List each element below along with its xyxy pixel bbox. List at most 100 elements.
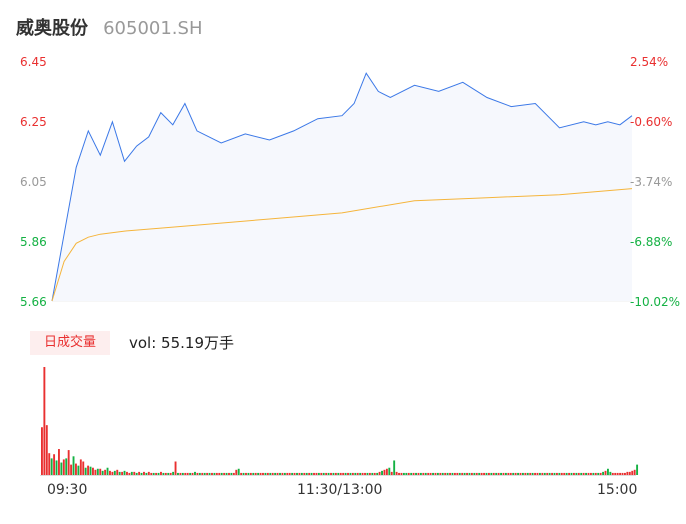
pct-label-prev-close: -3.74% xyxy=(630,175,673,189)
volume-bar xyxy=(223,472,226,475)
volume-bar xyxy=(300,472,303,475)
volume-bar xyxy=(587,472,590,475)
volume-bar xyxy=(568,472,571,475)
volume-bar xyxy=(470,472,473,475)
volume-bar xyxy=(123,470,126,475)
volume-bar xyxy=(293,472,296,475)
volume-bar xyxy=(135,472,138,475)
volume-bar xyxy=(364,472,366,475)
volume-bar xyxy=(145,472,148,475)
volume-bar xyxy=(279,472,281,475)
volume-bar xyxy=(48,453,51,475)
volume-bar xyxy=(609,471,612,475)
volume-bar xyxy=(174,461,177,475)
volume-bar xyxy=(451,472,454,475)
volume-bar xyxy=(213,472,216,475)
volume-bar xyxy=(41,427,43,475)
volume-bar xyxy=(337,472,340,475)
volume-bar xyxy=(121,471,124,475)
volume-bar xyxy=(541,472,544,475)
volume-bar xyxy=(322,472,325,475)
volume-bar xyxy=(43,367,46,475)
volume-bar xyxy=(196,472,199,475)
volume-bar xyxy=(589,472,592,475)
volume-bar xyxy=(356,472,359,475)
volume-bar xyxy=(220,472,223,475)
volume-bar xyxy=(631,470,634,475)
volume-bar xyxy=(582,472,585,475)
price-label-mid-high: 6.25 xyxy=(20,115,47,129)
volume-bar xyxy=(538,472,541,475)
volume-bar xyxy=(393,460,396,475)
volume-bar xyxy=(133,471,136,475)
volume-bar xyxy=(432,472,434,475)
volume-bar xyxy=(458,472,461,475)
volume-bar xyxy=(453,472,456,475)
volume-bar xyxy=(305,472,308,475)
volume-bar xyxy=(281,472,284,475)
volume-bar xyxy=(186,472,189,475)
volume-bar xyxy=(400,472,403,475)
volume-bar xyxy=(313,472,315,475)
volume-bar xyxy=(242,472,245,475)
volume-bar xyxy=(143,471,145,475)
volume-bar xyxy=(164,472,167,475)
volume-bar xyxy=(383,469,386,475)
volume-bar xyxy=(575,472,578,475)
volume-bar xyxy=(298,472,301,475)
volume-bar xyxy=(487,472,490,475)
volume-bar xyxy=(371,472,374,475)
volume-bar xyxy=(160,471,162,475)
volume-bar xyxy=(60,462,63,475)
price-plot xyxy=(51,72,633,302)
volume-bar xyxy=(456,472,459,475)
volume-bar xyxy=(288,472,291,475)
pct-label-mid-low: -6.88% xyxy=(630,235,673,249)
volume-bar xyxy=(274,472,277,475)
volume-bar xyxy=(526,472,529,475)
volume-bar xyxy=(376,472,379,475)
volume-bar xyxy=(79,459,82,475)
volume-bar xyxy=(463,472,466,475)
volume-bar xyxy=(368,472,371,475)
volume-bar xyxy=(296,472,298,475)
stock-name: 威奥股份 xyxy=(16,18,88,39)
volume-bar xyxy=(113,470,116,475)
price-label-high: 6.45 xyxy=(20,55,47,69)
volume-readout: vol: 55.19万手 xyxy=(129,334,234,352)
volume-bar xyxy=(206,472,209,475)
volume-bar xyxy=(434,472,437,475)
volume-bar xyxy=(553,472,556,475)
price-label-low: 5.66 xyxy=(20,295,47,309)
volume-bar xyxy=(177,472,179,475)
volume-bar xyxy=(342,472,345,475)
volume-bar xyxy=(194,471,196,475)
volume-bar xyxy=(262,472,264,475)
pct-label-mid-high: -0.60% xyxy=(630,115,673,129)
volume-bar xyxy=(179,472,182,475)
volume-bar xyxy=(388,467,391,475)
volume-bar xyxy=(407,472,410,475)
price-line xyxy=(51,72,633,302)
volume-bar xyxy=(317,472,320,475)
volume-bar xyxy=(349,472,352,475)
volume-bar xyxy=(570,472,573,475)
volume-bar xyxy=(82,461,85,475)
volume-bar xyxy=(339,472,342,475)
volume-bar xyxy=(89,466,92,475)
volume-bar xyxy=(167,472,170,475)
time-label-close: 15:00 xyxy=(597,482,638,498)
volume-bar xyxy=(232,472,235,475)
volume-bar xyxy=(521,472,524,475)
volume-badge[interactable]: 日成交量 xyxy=(30,331,110,355)
volume-bar xyxy=(424,472,427,475)
volume-bar xyxy=(597,472,600,475)
volume-bar xyxy=(84,467,87,475)
volume-bar xyxy=(473,472,476,475)
volume-bar xyxy=(271,472,274,475)
volume-bar xyxy=(152,472,155,475)
volume-bar xyxy=(310,472,313,475)
volume-bar xyxy=(189,472,192,475)
volume-bar xyxy=(116,469,119,475)
